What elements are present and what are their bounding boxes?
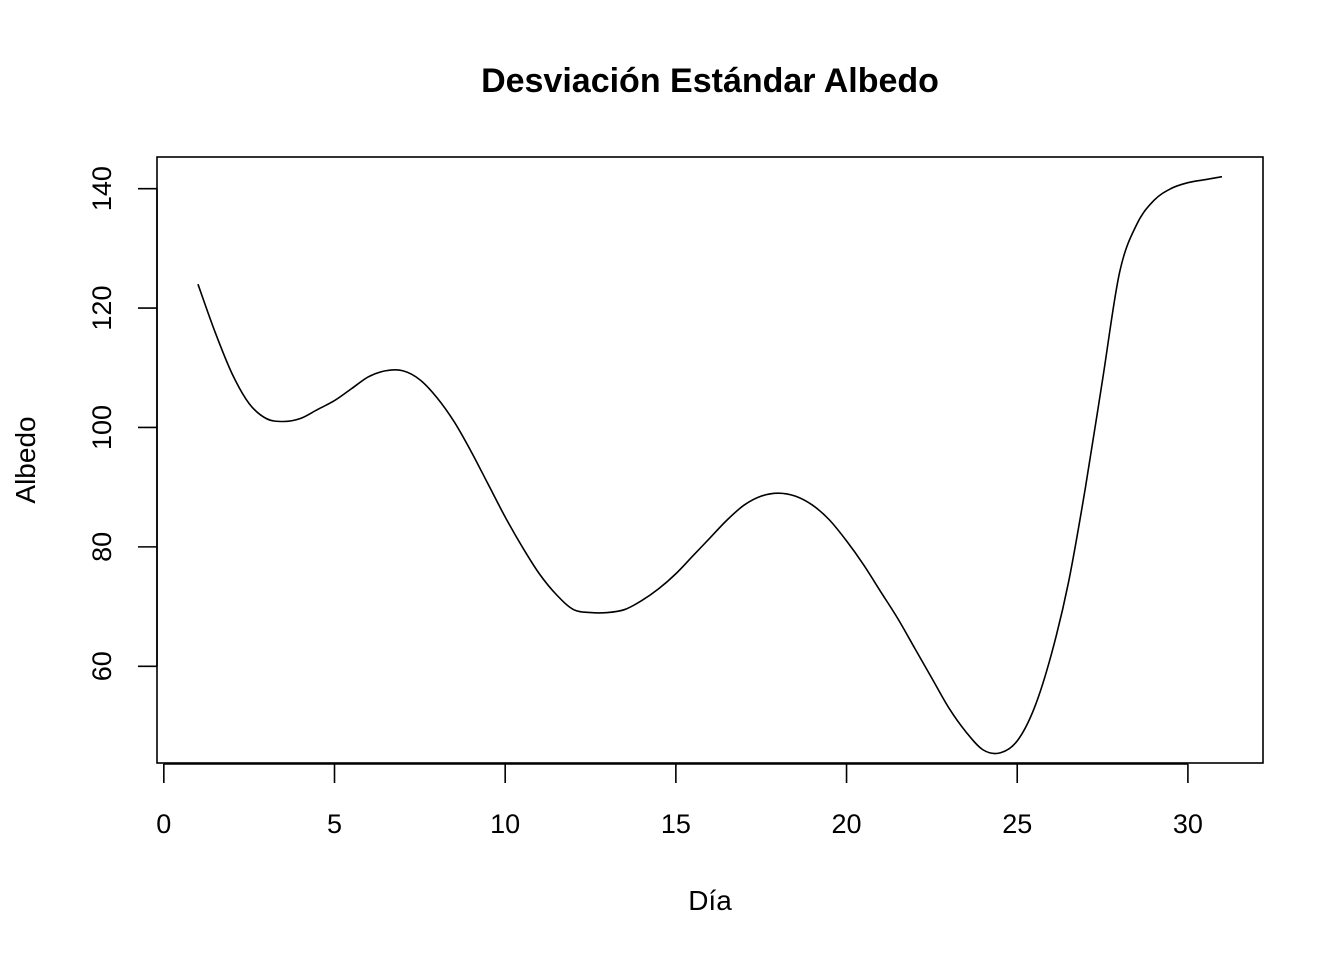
y-tick-label: 140 (87, 166, 117, 211)
chart-title: Desviación Estándar Albedo (481, 62, 939, 100)
series-layer (197, 175, 1223, 755)
x-tick-label: 0 (156, 809, 171, 839)
x-axis-label: Día (688, 885, 732, 916)
y-axis: 60 80 100 120 140 (87, 166, 158, 681)
y-tick-label: 100 (87, 405, 117, 450)
plot-frame (156, 156, 1264, 764)
x-tick-label: 15 (661, 809, 691, 839)
x-tick-label: 20 (832, 809, 862, 839)
x-axis: 0 5 10 15 20 25 30 (156, 763, 1203, 839)
x-tick-label: 5 (327, 809, 342, 839)
y-tick-label: 120 (87, 286, 117, 331)
x-tick-label: 10 (490, 809, 520, 839)
y-axis-label: Albedo (10, 416, 41, 503)
x-tick-label: 30 (1173, 809, 1203, 839)
x-tick-label: 25 (1002, 809, 1032, 839)
y-tick-label: 60 (87, 651, 117, 681)
y-tick-label: 80 (87, 532, 117, 562)
series-line (197, 175, 1223, 755)
